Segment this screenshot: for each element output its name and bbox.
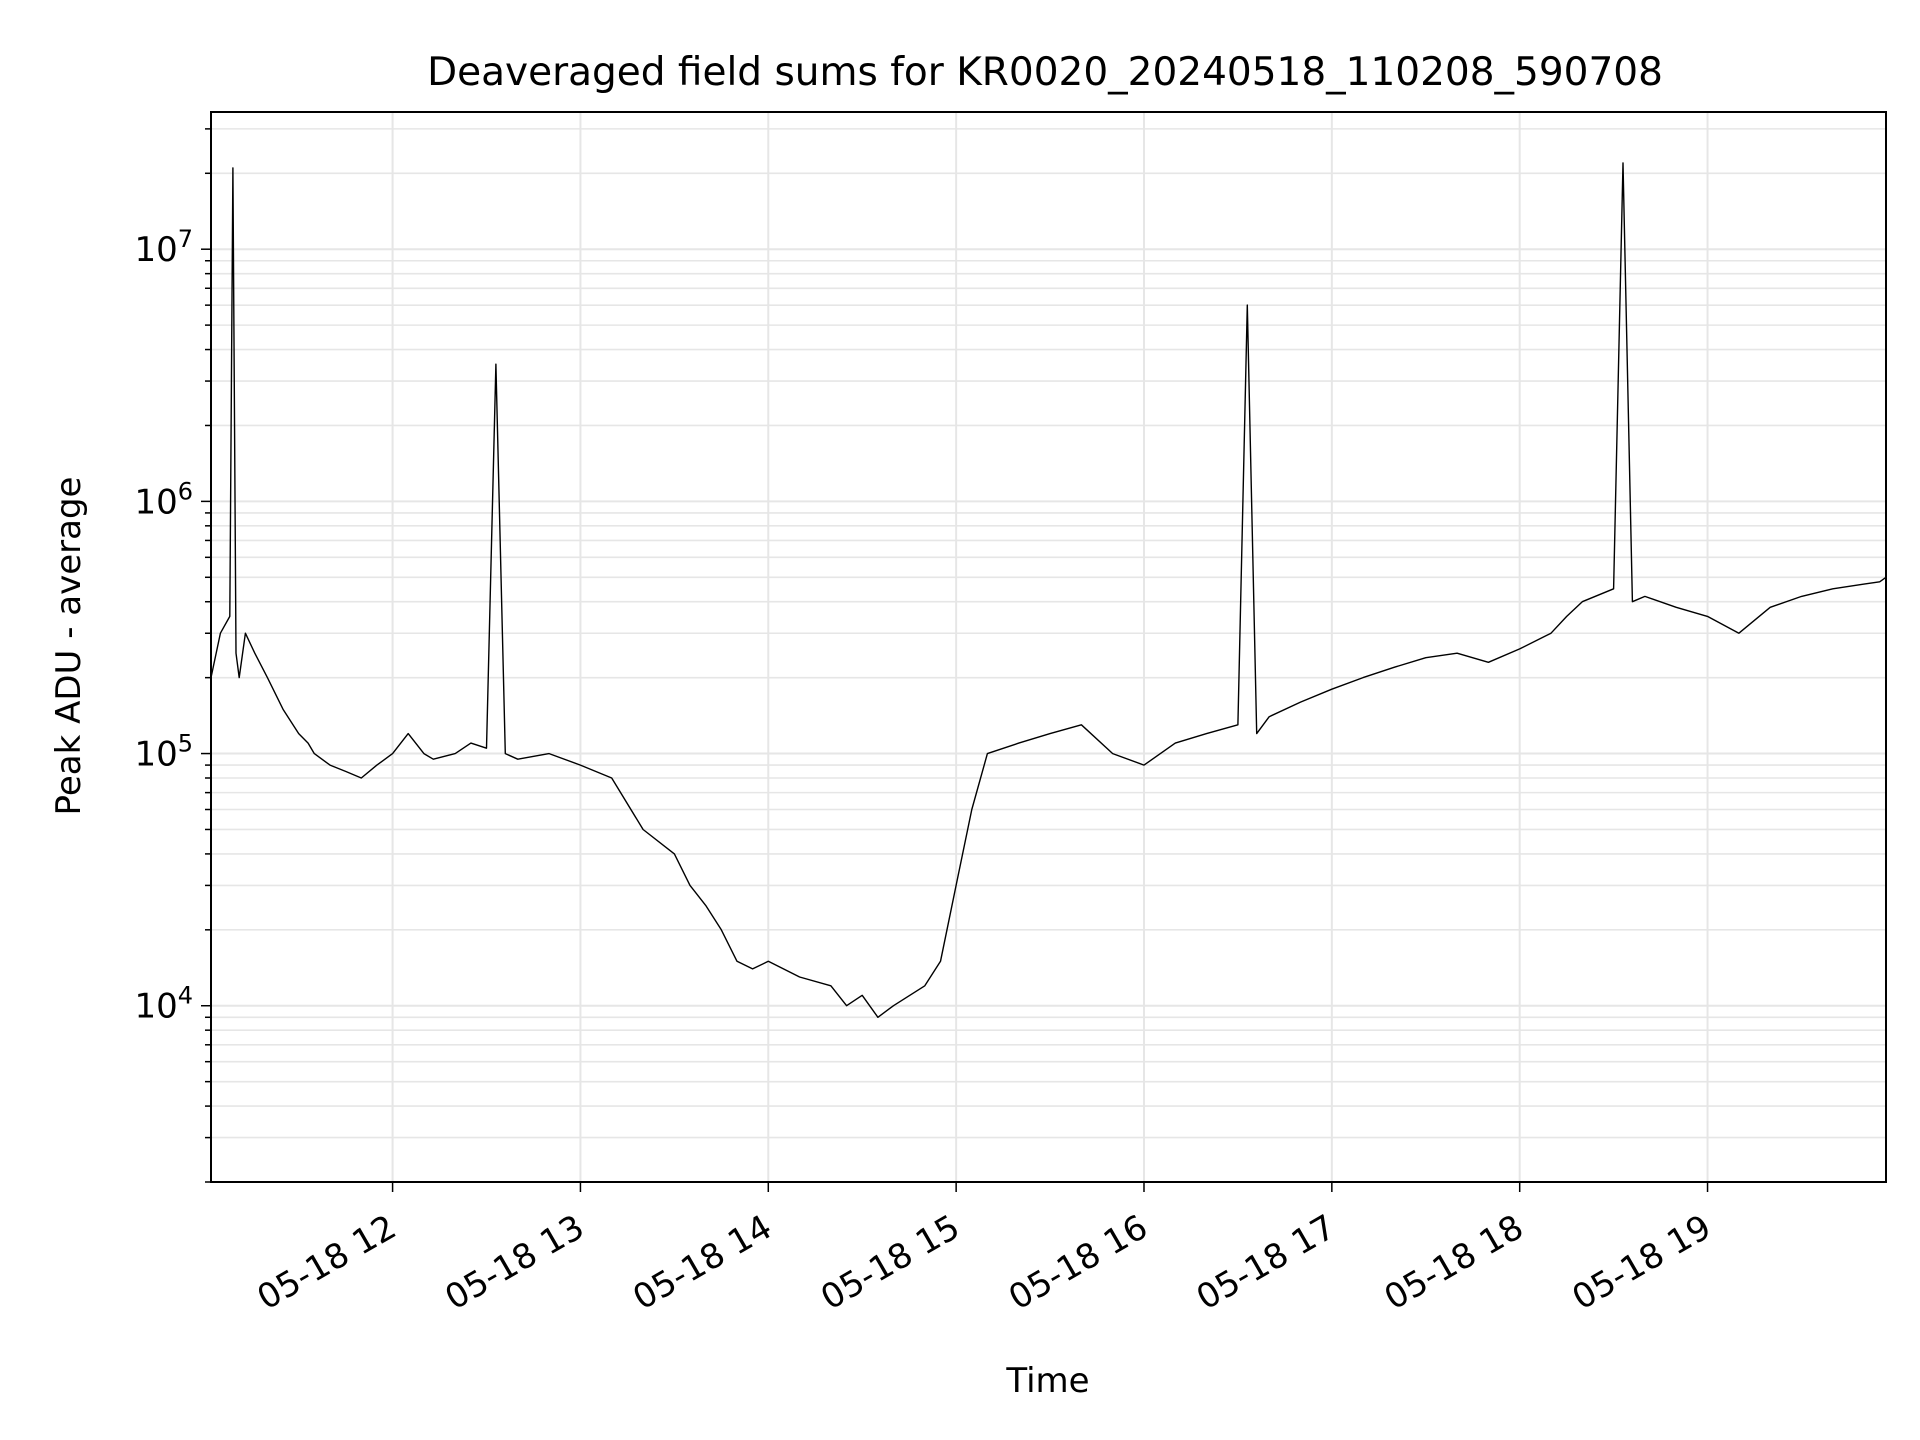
y-tick-label: 107: [134, 225, 193, 270]
chart-title: Deaveraged field sums for KR0020_2024051…: [427, 50, 1663, 95]
grid-lines: [211, 112, 1886, 1183]
data-series: [210, 162, 1887, 1018]
x-axis-label: Time: [1005, 1361, 1089, 1401]
y-tick-label: 105: [134, 730, 193, 775]
y-tick-label: 106: [134, 477, 193, 522]
y-axis-label: Peak ADU - average: [49, 477, 89, 816]
plot-area-frame: [210, 111, 1887, 1183]
series-line: [210, 162, 1887, 1018]
y-tick-label: 104: [134, 982, 193, 1027]
y-axis: 104 105 106 107: [134, 128, 211, 1183]
